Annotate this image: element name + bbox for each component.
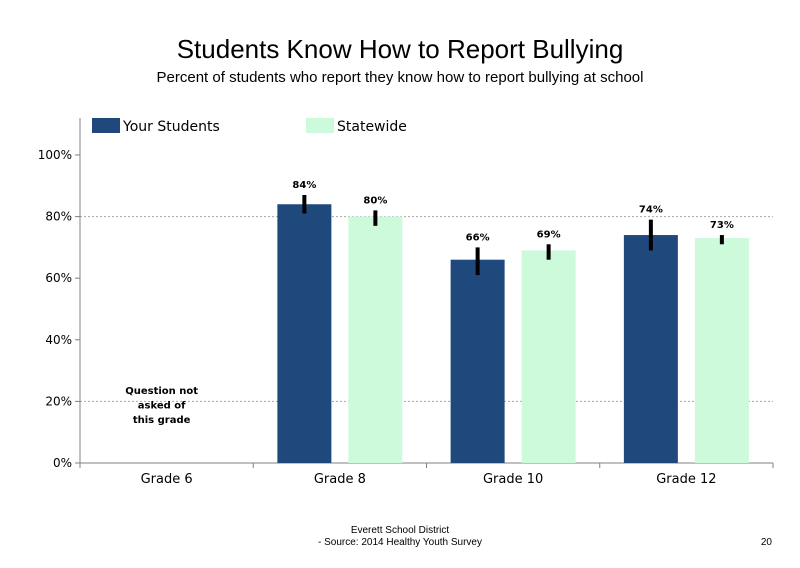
bar-statewide: [348, 216, 403, 463]
not-asked-note: this grade: [133, 415, 191, 426]
not-asked-note: Question not: [125, 386, 198, 397]
footer: Everett School District - Source: 2014 H…: [0, 525, 800, 549]
bar-your-students: [623, 235, 678, 463]
legend-label: Your Students: [122, 119, 220, 135]
legend-label: Statewide: [337, 119, 407, 135]
data-label: 69%: [537, 229, 561, 240]
y-tick-label: 40%: [45, 333, 72, 347]
x-tick-label: Grade 10: [483, 472, 543, 487]
footer-source: - Source: 2014 Healthy Youth Survey: [318, 537, 482, 548]
legend-swatch: [92, 118, 120, 133]
y-tick-label: 0%: [53, 456, 72, 470]
legend-swatch: [306, 118, 334, 133]
bar-your-students: [450, 259, 505, 463]
data-label: 66%: [466, 232, 490, 243]
bar-your-students: [277, 204, 332, 463]
y-tick-label: 100%: [38, 148, 72, 162]
chart-subtitle: Percent of students who report they know…: [156, 69, 644, 86]
page-number: 20: [760, 537, 772, 548]
x-tick-label: Grade 6: [141, 472, 193, 487]
footer-district: Everett School District: [350, 525, 450, 536]
not-asked-note: asked of: [138, 401, 186, 412]
bar-statewide: [694, 238, 749, 463]
data-label: 73%: [710, 220, 734, 231]
x-tick-label: Grade 12: [656, 472, 716, 487]
x-tick-label: Grade 8: [314, 472, 366, 487]
y-tick-label: 60%: [45, 271, 72, 285]
y-tick-label: 80%: [45, 210, 72, 224]
bar-statewide: [521, 250, 576, 463]
chart-title: Students Know How to Report Bullying: [176, 34, 624, 64]
data-label: 84%: [292, 180, 316, 191]
data-label: 80%: [363, 195, 387, 206]
data-label: 74%: [639, 205, 663, 216]
y-tick-label: 20%: [45, 394, 72, 408]
